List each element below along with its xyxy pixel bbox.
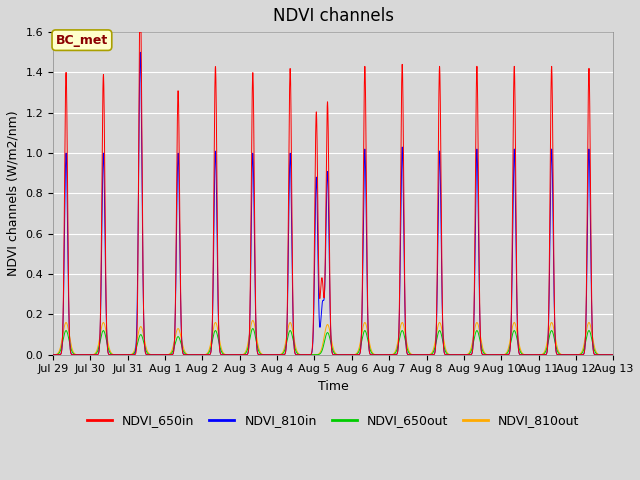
Text: BC_met: BC_met [56, 34, 108, 47]
Title: NDVI channels: NDVI channels [273, 7, 394, 25]
Legend: NDVI_650in, NDVI_810in, NDVI_650out, NDVI_810out: NDVI_650in, NDVI_810in, NDVI_650out, NDV… [82, 409, 584, 432]
X-axis label: Time: Time [318, 380, 349, 393]
Y-axis label: NDVI channels (W/m2/nm): NDVI channels (W/m2/nm) [7, 110, 20, 276]
